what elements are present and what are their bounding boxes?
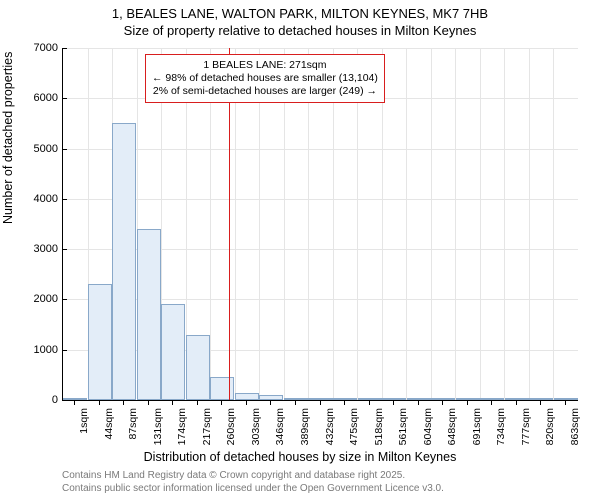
gridline-v: [504, 48, 505, 400]
x-tick-mark: [516, 400, 517, 405]
x-tick-mark: [540, 400, 541, 405]
histogram-bar: [284, 398, 308, 400]
x-tick-label: 44sqm: [103, 408, 115, 468]
histogram-bar: [259, 395, 283, 400]
x-tick-label: 777sqm: [520, 408, 532, 468]
x-tick-mark: [418, 400, 419, 405]
histogram-bar: [505, 398, 529, 400]
x-tick-mark: [74, 400, 75, 405]
x-tick-label: 863sqm: [569, 408, 581, 468]
title-block: 1, BEALES LANE, WALTON PARK, MILTON KEYN…: [0, 0, 600, 40]
x-tick-label: 518sqm: [373, 408, 385, 468]
x-tick-label: 691sqm: [471, 408, 483, 468]
x-tick-label: 389sqm: [299, 408, 311, 468]
gridline-v: [455, 48, 456, 400]
histogram-bar: [112, 123, 136, 400]
x-tick-mark: [295, 400, 296, 405]
callout-line-2: ← 98% of detached houses are smaller (13…: [152, 72, 378, 85]
gridline-v: [406, 48, 407, 400]
histogram-bar: [210, 377, 234, 400]
x-tick-label: 561sqm: [397, 408, 409, 468]
x-tick-mark: [123, 400, 124, 405]
histogram-bar: [333, 398, 357, 400]
gridline-v: [529, 48, 530, 400]
y-tick-mark: [62, 350, 67, 351]
y-tick-mark: [62, 299, 67, 300]
y-tick-mark: [62, 400, 67, 401]
plot-area: 1 BEALES LANE: 271sqm ← 98% of detached …: [62, 48, 578, 401]
x-tick-mark: [197, 400, 198, 405]
histogram-bar: [161, 304, 185, 400]
histogram-bar: [529, 398, 553, 400]
x-tick-mark: [172, 400, 173, 405]
x-tick-mark: [344, 400, 345, 405]
gridline-h: [63, 48, 578, 49]
credit-line-1: Contains HM Land Registry data © Crown c…: [62, 470, 444, 483]
x-tick-label: 820sqm: [544, 408, 556, 468]
x-tick-mark: [393, 400, 394, 405]
y-tick-label: 5000: [0, 143, 58, 155]
credits: Contains HM Land Registry data © Crown c…: [62, 470, 444, 495]
x-tick-label: 475sqm: [348, 408, 360, 468]
y-tick-mark: [62, 249, 67, 250]
x-tick-label: 260sqm: [225, 408, 237, 468]
histogram-bar: [235, 393, 259, 400]
x-tick-label: 131sqm: [152, 408, 164, 468]
gridline-v: [553, 48, 554, 400]
x-tick-label: 303sqm: [250, 408, 262, 468]
y-tick-label: 6000: [0, 92, 58, 104]
callout-line-3: 2% of semi-detached houses are larger (2…: [152, 85, 378, 98]
x-tick-label: 87sqm: [127, 408, 139, 468]
histogram-bar: [431, 398, 455, 400]
chart-container: 1, BEALES LANE, WALTON PARK, MILTON KEYN…: [0, 0, 600, 500]
x-tick-mark: [320, 400, 321, 405]
y-tick-mark: [62, 48, 67, 49]
title-line-2: Size of property relative to detached ho…: [0, 23, 600, 40]
x-tick-mark: [99, 400, 100, 405]
x-tick-mark: [467, 400, 468, 405]
gridline-h: [63, 149, 578, 150]
y-tick-label: 4000: [0, 193, 58, 205]
histogram-bar: [137, 229, 161, 400]
credit-line-2: Contains public sector information licen…: [62, 483, 444, 496]
histogram-bar: [88, 284, 112, 400]
x-tick-mark: [246, 400, 247, 405]
x-tick-mark: [491, 400, 492, 405]
x-tick-mark: [565, 400, 566, 405]
callout-line-1: 1 BEALES LANE: 271sqm: [152, 59, 378, 72]
y-tick-mark: [62, 199, 67, 200]
x-tick-mark: [221, 400, 222, 405]
gridline-v: [431, 48, 432, 400]
histogram-bar: [456, 398, 480, 400]
gridline-v: [480, 48, 481, 400]
x-tick-label: 346sqm: [274, 408, 286, 468]
y-tick-label: 3000: [0, 243, 58, 255]
histogram-bar: [480, 398, 504, 400]
y-tick-mark: [62, 98, 67, 99]
callout-box: 1 BEALES LANE: 271sqm ← 98% of detached …: [145, 54, 385, 103]
x-tick-mark: [270, 400, 271, 405]
x-tick-label: 648sqm: [446, 408, 458, 468]
x-tick-mark: [369, 400, 370, 405]
y-tick-mark: [62, 149, 67, 150]
x-tick-label: 174sqm: [176, 408, 188, 468]
histogram-bar: [407, 398, 431, 400]
y-tick-label: 0: [0, 394, 58, 406]
title-line-1: 1, BEALES LANE, WALTON PARK, MILTON KEYN…: [0, 6, 600, 23]
x-tick-label: 734sqm: [495, 408, 507, 468]
x-tick-label: 604sqm: [422, 408, 434, 468]
y-tick-label: 2000: [0, 293, 58, 305]
histogram-bar: [382, 398, 406, 400]
histogram-bar: [554, 398, 578, 400]
x-tick-label: 432sqm: [324, 408, 336, 468]
gridline-h: [63, 199, 578, 200]
x-tick-mark: [148, 400, 149, 405]
x-tick-label: 1sqm: [78, 408, 90, 468]
y-tick-label: 7000: [0, 42, 58, 54]
y-tick-label: 1000: [0, 344, 58, 356]
histogram-bar: [186, 335, 210, 400]
x-tick-mark: [442, 400, 443, 405]
x-tick-label: 217sqm: [201, 408, 213, 468]
